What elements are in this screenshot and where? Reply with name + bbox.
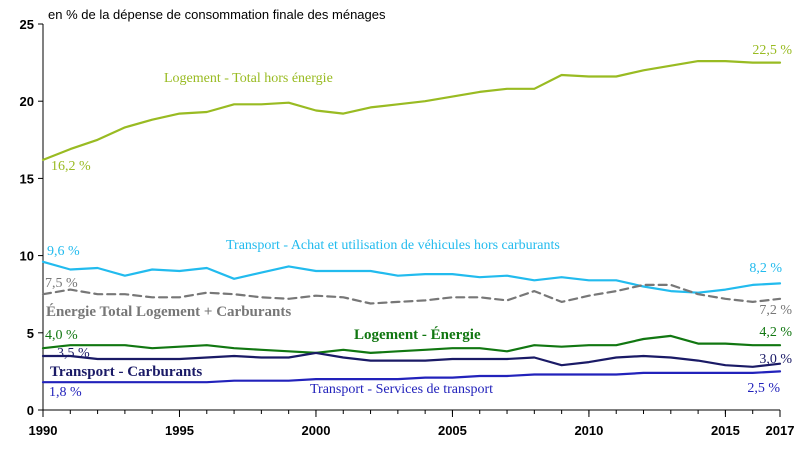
x-tick-label: 1995 — [165, 423, 194, 438]
y-tick-label: 10 — [20, 249, 34, 264]
y-tick-label: 25 — [20, 17, 34, 32]
series-start-value-0: 16,2 % — [51, 159, 91, 174]
series-end-value-1: 8,2 % — [749, 261, 782, 276]
axes: 0 5 10 15 20 25 1990 1995 2000 2005 2010 2015 2017 — [20, 17, 795, 438]
x-tick-label: 2010 — [574, 423, 603, 438]
series-name-label-3: Logement - Énergie — [354, 326, 481, 343]
series-end-value-2: 7,2 % — [759, 303, 792, 318]
series-lines — [41, 60, 782, 384]
y-tick-label: 0 — [27, 403, 34, 418]
series-name-label-0: Logement - Total hors énergie — [164, 71, 333, 86]
series-labels: Logement - Total hors énergie 16,2 % 22,5 … — [45, 43, 792, 400]
x-tick-label: 2017 — [766, 423, 795, 438]
x-tick-label: 2000 — [302, 423, 331, 438]
series-start-value-1: 9,6 % — [47, 244, 80, 259]
series-end-value-4: 3,0 % — [759, 352, 792, 367]
y-tick-label: 15 — [20, 171, 34, 186]
series-end-value-5: 2,5 % — [747, 381, 780, 396]
series-name-label-4: Transport - Carburants — [50, 364, 202, 380]
unit-label: en % de la dépense de consommation final… — [48, 7, 386, 22]
x-tick-label: 2015 — [711, 423, 740, 438]
series-line-2 — [41, 283, 782, 305]
series-line-5 — [41, 370, 782, 384]
series-start-value-2: 7,5 % — [45, 276, 78, 291]
series-start-value-3: 4,0 % — [45, 328, 78, 343]
y-tick-label: 20 — [20, 94, 34, 109]
series-start-value-4: 3,5 % — [57, 346, 90, 361]
series-line-0 — [41, 60, 782, 161]
series-line-1 — [41, 260, 782, 294]
series-end-value-3: 4,2 % — [759, 325, 792, 340]
series-name-label-2: Énergie Total Logement + Carburants — [46, 303, 291, 320]
series-name-label-5: Transport - Services de transport — [310, 382, 493, 397]
series-end-value-0: 22,5 % — [752, 43, 792, 58]
series-name-label-1: Transport - Achat et utilisation de véhi… — [226, 238, 560, 253]
series-line-3 — [41, 334, 782, 354]
y-tick-label: 5 — [27, 326, 34, 341]
series-line-4 — [41, 351, 782, 368]
x-tick-label: 2005 — [438, 423, 467, 438]
series-start-value-5: 1,8 % — [49, 385, 82, 400]
x-tick-label: 1990 — [29, 423, 58, 438]
